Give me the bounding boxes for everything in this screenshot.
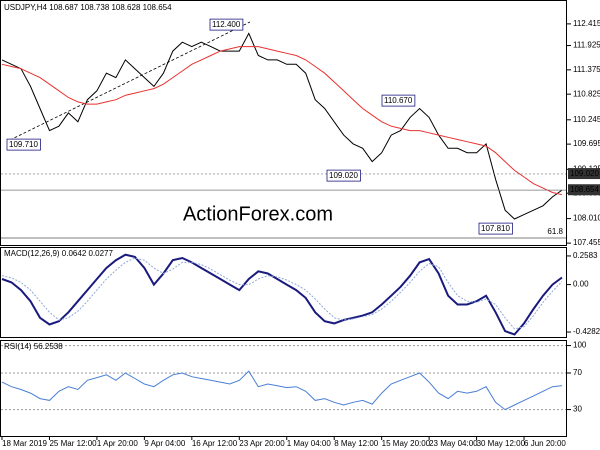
pane-title: USDJPY,H4 108.687 108.738 108.628 108.65…	[4, 3, 172, 12]
x-tick-label: 23 Apr 20:00	[239, 439, 285, 448]
y-tick-label: 110.825	[573, 89, 600, 98]
y-tick-label: 70	[573, 368, 582, 377]
annotation: 112.400	[212, 20, 241, 29]
series-line	[1, 46, 563, 196]
pane-title: RSI(14) 56.2538	[4, 342, 63, 351]
x-tick-label: 16 Apr 12:00	[192, 439, 238, 448]
y-tick-label: 109.695	[573, 139, 600, 148]
watermark: ActionForex.com	[183, 203, 333, 225]
price-pane	[0, 0, 567, 246]
annotation: 109.710	[9, 140, 38, 149]
y-tick-label: 111.375	[573, 65, 600, 74]
x-tick-label: 23 May 04:00	[429, 439, 478, 448]
annotation-box	[478, 222, 513, 235]
annotation-box	[209, 18, 244, 31]
y-tick-label: 30	[573, 405, 582, 414]
x-tick-label: 15 May 20:00	[382, 439, 431, 448]
x-tick-label: 8 May 12:00	[334, 439, 379, 448]
y-tick-label: 112.415	[573, 19, 600, 28]
y-tick-label: -0.4282	[573, 327, 600, 336]
series-line	[1, 253, 563, 336]
trend-line	[9, 21, 251, 141]
y-tick-label: 0.2583	[573, 251, 598, 260]
x-tick-label: 6 Jun 20:00	[524, 439, 566, 448]
x-tick-label: 30 May 12:00	[477, 439, 526, 448]
y-tick-label: 0.00	[573, 280, 589, 289]
annotation: 107.810	[481, 224, 510, 233]
x-tick-label: 1 May 04:00	[287, 439, 332, 448]
y-tick-label: 108.010	[573, 214, 600, 223]
y-tick-label: 111.925	[573, 41, 600, 50]
price-level-label-box	[568, 184, 600, 196]
y-tick-label: 100	[573, 341, 587, 350]
annotation: 61.8	[547, 227, 563, 236]
x-tick-label: 25 Mar 12:00	[49, 439, 97, 448]
annotation: 109.020	[329, 171, 358, 180]
x-tick-label: 1 Apr 20:00	[97, 439, 138, 448]
price-level-label-box	[568, 168, 600, 180]
x-tick-label: 18 Mar 2019	[2, 439, 47, 448]
y-tick-label: 107.455	[573, 238, 600, 247]
annotation-box	[326, 169, 361, 182]
x-tick-label: 9 Apr 04:00	[144, 439, 185, 448]
annotation-box	[381, 94, 416, 107]
series-line	[1, 32, 563, 220]
series-line	[1, 257, 563, 330]
annotation-box	[6, 138, 41, 151]
rsi-pane	[0, 340, 567, 437]
series-line	[1, 370, 563, 411]
pane-title: MACD(12,26,9) 0.0642 0.0277	[4, 249, 114, 258]
y-tick-label: 110.245	[573, 115, 600, 124]
annotation: 110.670	[384, 96, 413, 105]
price-level-label: 108.654	[570, 185, 599, 194]
price-level-label: 109.020	[570, 169, 599, 178]
